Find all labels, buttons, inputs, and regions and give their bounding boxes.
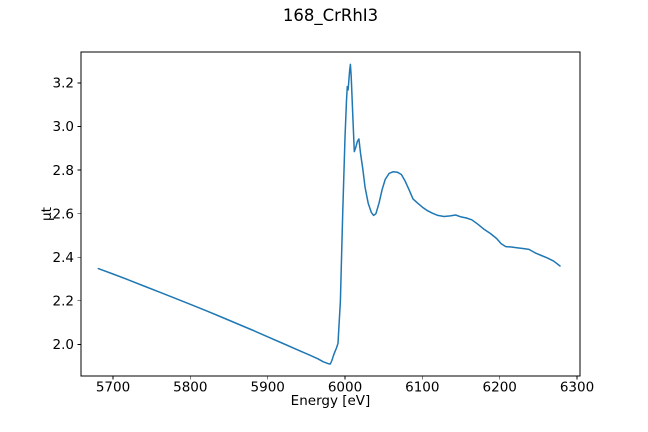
x-tick-label: 5700 <box>96 380 130 396</box>
x-tick-label: 6300 <box>560 380 594 396</box>
x-tick-label: 6200 <box>483 380 517 396</box>
x-tick-label: 6100 <box>405 380 439 396</box>
chart-title: 168_CrRhI3 <box>283 6 378 26</box>
y-tick-label: 2.4 <box>53 250 74 266</box>
x-axis-ticks: 5700 5800 5900 6000 6100 6200 6300 <box>96 376 594 396</box>
y-tick-label: 2.8 <box>53 163 74 179</box>
plot-area <box>80 51 581 377</box>
x-tick-label: 6000 <box>328 380 362 396</box>
y-tick-label: 3.0 <box>53 119 74 135</box>
y-tick-label: 2.2 <box>53 294 74 310</box>
y-axis-ticks: 2.0 2.2 2.4 2.6 2.8 3.0 3.2 <box>53 76 81 353</box>
spectrum-line <box>97 63 561 365</box>
x-tick-label: 5900 <box>251 380 285 396</box>
y-axis-label: μt <box>39 207 55 221</box>
y-tick-label: 2.6 <box>53 206 74 222</box>
y-tick-label: 3.2 <box>53 76 74 92</box>
x-tick-label: 5800 <box>173 380 207 396</box>
x-axis-label: Energy [eV] <box>291 393 371 409</box>
y-tick-label: 2.0 <box>53 337 74 353</box>
